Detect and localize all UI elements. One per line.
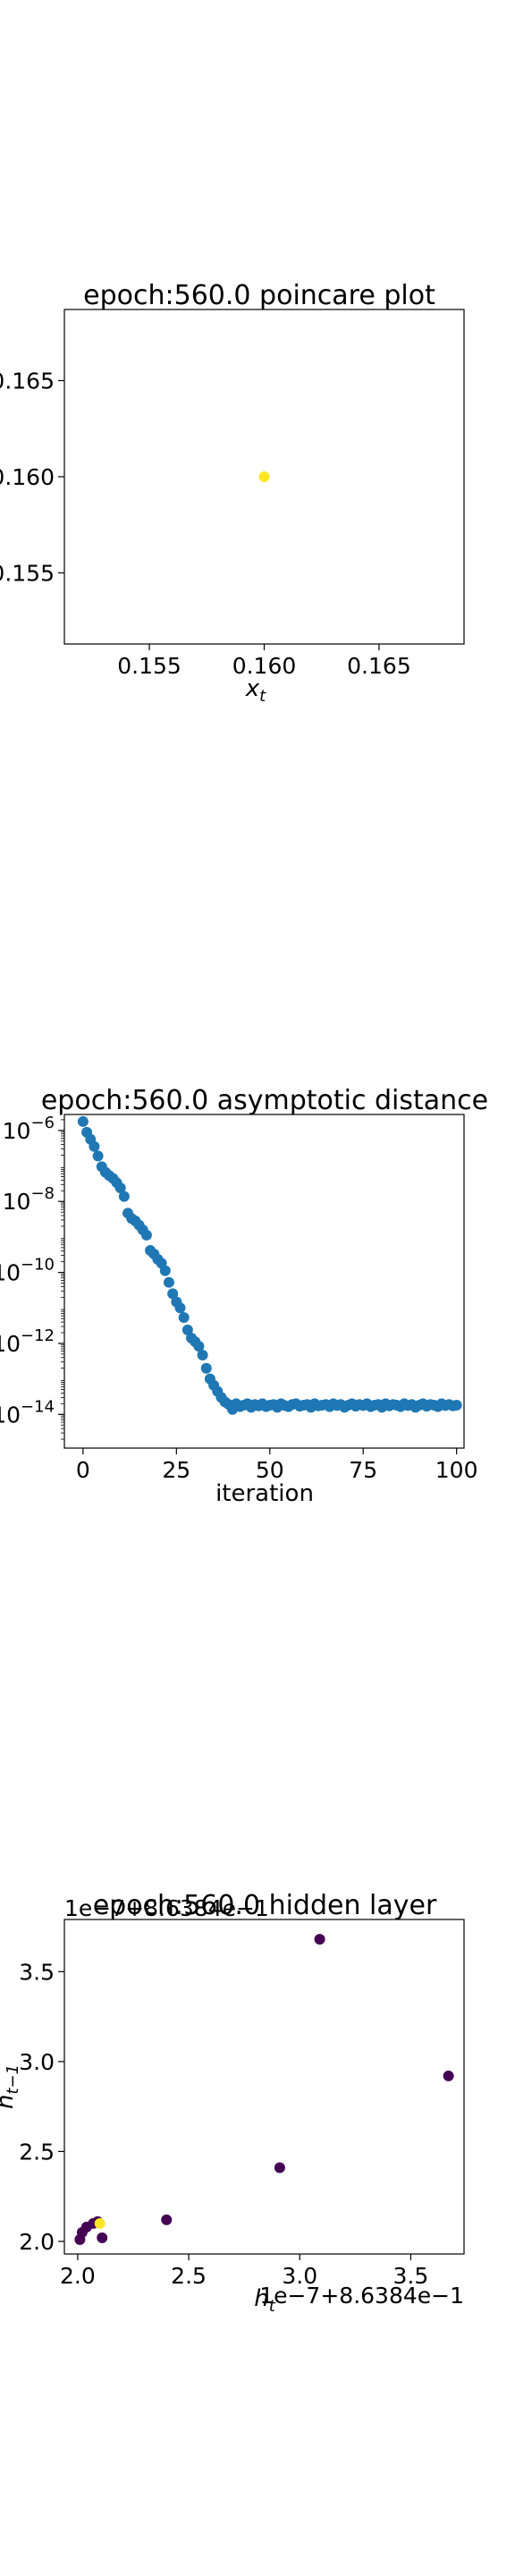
distance-y-tick-label: 10−12 xyxy=(0,1326,55,1357)
distance-point xyxy=(200,1362,212,1374)
distance-x-tick-label: 50 xyxy=(256,1457,284,1483)
poincare-plot-ticks: 0.155 0.160 0.165 0.155 0.160 0.165 xyxy=(0,369,411,679)
asymptotic-distance-x-label: iteration xyxy=(215,1480,314,1507)
hidden-x-tick-label: 2.5 xyxy=(171,2263,207,2289)
hidden-y-tick-label: 2.0 xyxy=(19,2229,55,2255)
hidden-layer-plot: epoch:560.0 hidden layer 1e−7+8.6384e−1 … xyxy=(0,1890,465,2316)
distance-point xyxy=(451,1399,462,1411)
distance-y-tick-label: 10−10 xyxy=(0,1256,55,1286)
asymptotic-distance-title: epoch:560.0 asymptotic distance xyxy=(41,1085,488,1116)
distance-point xyxy=(89,1140,100,1152)
distance-point xyxy=(163,1276,174,1288)
hidden-layer-ticks: 2.0 2.5 3.0 3.5 2.0 2.5 3.0 3.5 xyxy=(19,1959,428,2289)
poincare-y-tick-label: 0.160 xyxy=(0,464,55,490)
poincare-plot-points xyxy=(258,471,270,482)
distance-point xyxy=(92,1150,104,1162)
distance-point xyxy=(174,1302,186,1314)
hidden-layer-frame xyxy=(63,1919,465,2255)
hidden-y-tick-label: 3.5 xyxy=(19,1959,55,1985)
distance-y-tick-label: 10−8 xyxy=(3,1184,55,1215)
distance-point xyxy=(178,1311,190,1323)
poincare-point xyxy=(258,471,270,482)
hidden-layer-point xyxy=(74,2233,86,2245)
hidden-y-tick-label: 3.0 xyxy=(19,2049,55,2075)
asymptotic-distance-plot: epoch:560.0 asymptotic distance 0 25 50 75 1… xyxy=(0,1085,488,1507)
poincare-x-tick-label: 0.160 xyxy=(232,653,297,679)
hidden-layer-y-label: ht−1 xyxy=(0,2064,22,2109)
hidden-layer-point xyxy=(97,2232,108,2243)
distance-point xyxy=(159,1265,171,1276)
hidden-layer-points xyxy=(74,1934,454,2245)
hidden-x-tick-label: 3.0 xyxy=(282,2263,317,2289)
poincare-plot-title: epoch:560.0 poincare plot xyxy=(83,280,435,311)
distance-point xyxy=(114,1182,126,1194)
hidden-layer-point xyxy=(94,2217,106,2229)
poincare-plot-frame xyxy=(63,309,465,645)
hidden-layer-y-offset: 1e−7+8.6384e−1 xyxy=(64,1895,269,1921)
hidden-layer-title: epoch:560.0 hidden layer xyxy=(93,1890,437,1921)
distance-y-tick-label: 10−14 xyxy=(0,1397,55,1428)
distance-y-tick-label: 10−6 xyxy=(3,1114,55,1144)
poincare-x-tick-label: 0.155 xyxy=(117,653,182,679)
hidden-x-tick-label: 3.5 xyxy=(393,2263,429,2289)
distance-x-tick-label: 0 xyxy=(76,1457,90,1483)
distance-point xyxy=(140,1229,152,1241)
hidden-layer-point xyxy=(314,1934,325,1945)
poincare-y-tick-label: 0.155 xyxy=(0,560,55,586)
hidden-layer-point xyxy=(443,2070,454,2081)
distance-x-tick-label: 75 xyxy=(349,1457,377,1483)
asymptotic-distance-ticks: 0 25 50 75 100 10−14 10−12 10−10 10−8 10−6 xyxy=(0,1114,478,1483)
distance-point xyxy=(193,1341,205,1352)
poincare-x-tick-label: 0.165 xyxy=(347,653,411,679)
hidden-x-tick-label: 2.0 xyxy=(60,2263,96,2289)
hidden-layer-point xyxy=(274,2162,285,2174)
poincare-y-tick-label: 0.165 xyxy=(0,369,55,394)
distance-point xyxy=(77,1115,89,1127)
asymptotic-distance-frame xyxy=(63,1114,465,1449)
distance-point xyxy=(182,1324,193,1335)
hidden-layer-point xyxy=(161,2214,173,2225)
hidden-layer-x-offset: 1e−7+8.6384e−1 xyxy=(259,2283,464,2309)
asymptotic-distance-points xyxy=(77,1115,462,1415)
distance-point xyxy=(197,1350,208,1361)
poincare-plot: epoch:560.0 poincare plot 0.155 0.160 0.16… xyxy=(0,280,465,706)
distance-x-tick-label: 25 xyxy=(162,1457,190,1483)
distance-point xyxy=(167,1288,179,1300)
distance-x-tick-label: 100 xyxy=(435,1457,478,1483)
hidden-y-tick-label: 2.5 xyxy=(19,2139,55,2165)
distance-point xyxy=(118,1191,130,1202)
